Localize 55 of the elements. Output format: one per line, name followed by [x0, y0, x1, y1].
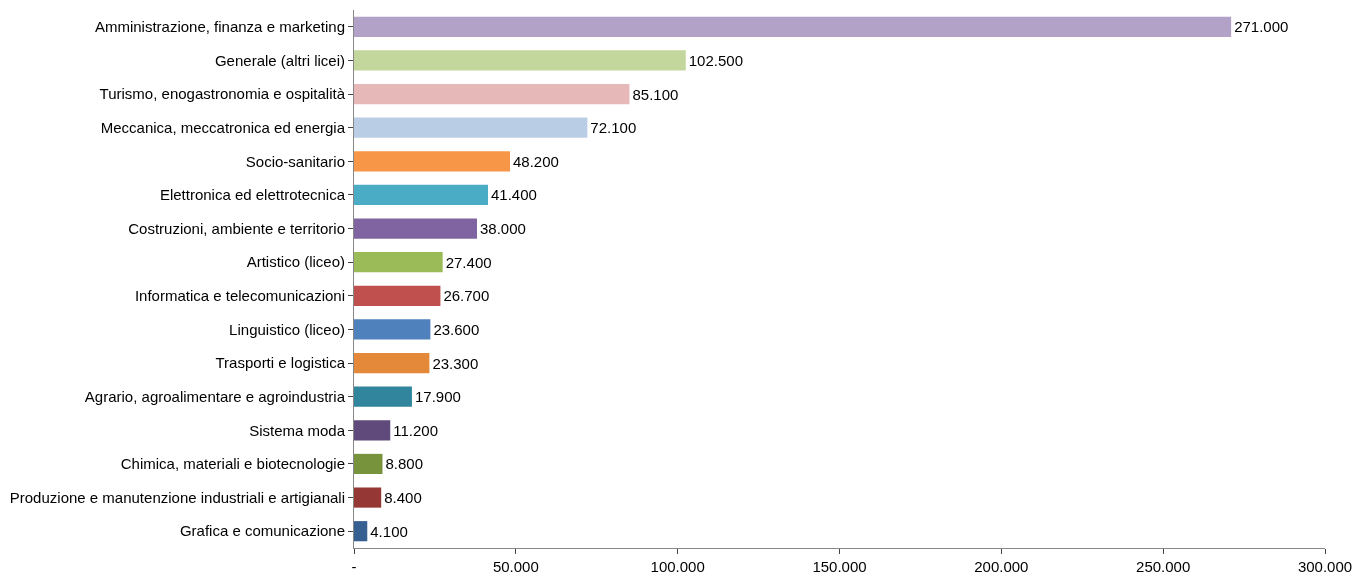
- bar: [354, 453, 383, 475]
- y-tick-label: Chimica, materiali e biotecnologie: [120, 455, 345, 473]
- y-tick-label: Meccanica, meccatronica ed energia: [100, 118, 346, 136]
- x-tick-label: 150.000: [812, 558, 867, 575]
- bar: [354, 16, 1232, 37]
- x-tick-label: 250.000: [1136, 558, 1191, 575]
- data-label: 48.200: [513, 152, 559, 170]
- x-tick-label: 100.000: [650, 558, 705, 575]
- bar: [354, 218, 477, 239]
- bar: [354, 352, 430, 374]
- data-label: 38.000: [479, 220, 526, 238]
- data-label: 23.300: [432, 354, 479, 372]
- bar: [354, 184, 488, 206]
- bar: [354, 151, 511, 172]
- y-tick-label: Elettronica ed elettrotecnica: [159, 186, 346, 204]
- bar: [354, 83, 630, 105]
- bar: [354, 386, 412, 407]
- data-label: 4.100: [370, 522, 408, 540]
- data-label: 17.900: [414, 388, 461, 406]
- bar: [354, 117, 588, 138]
- bar: [354, 252, 443, 273]
- y-tick-label: Grafica e comunicazione: [179, 522, 345, 540]
- bar: [354, 285, 441, 306]
- data-label: 23.600: [433, 320, 480, 338]
- y-tick-label: Agrario, agroalimentare e agroindustria: [84, 387, 346, 405]
- x-tick-label: 200.000: [974, 558, 1029, 575]
- y-tick-label: Socio-sanitario: [245, 152, 345, 170]
- data-label: 8.800: [385, 455, 424, 473]
- y-tick-label: Produzione e manutenzione industriali e artigianali: [9, 488, 345, 506]
- data-label: 41.400: [491, 186, 537, 204]
- data-label: 102.500: [688, 51, 743, 69]
- data-label: 27.400: [445, 253, 492, 271]
- data-label: 271.000: [1234, 18, 1289, 36]
- data-label: 26.700: [443, 287, 490, 305]
- data-label: 85.100: [632, 85, 679, 103]
- bar: [354, 487, 382, 508]
- data-label: 11.200: [393, 421, 439, 439]
- x-tick-label: 50.000: [492, 558, 539, 575]
- y-tick-label: Trasporti e logistica: [215, 354, 346, 372]
- y-tick-label: Turismo, enogastronomia e ospitalità: [99, 85, 346, 103]
- bar: [354, 521, 368, 542]
- y-tick-label: Amministrazione, finanza e marketing: [94, 18, 345, 36]
- bar: [354, 319, 431, 340]
- y-tick-label: Sistema moda: [249, 421, 346, 439]
- x-tick-label: 300.000: [1297, 558, 1353, 575]
- bar: [354, 50, 686, 71]
- y-tick-label: Informatica e telecomunicazioni: [134, 287, 345, 305]
- data-label: 72.100: [590, 119, 637, 137]
- y-tick-label: Generale (altri licei): [214, 51, 345, 69]
- y-tick-label: Costruzioni, ambiente e territorio: [128, 219, 345, 237]
- bar: [354, 420, 391, 441]
- y-tick-label: Artistico (liceo): [246, 253, 345, 271]
- data-label: 8.400: [384, 489, 422, 507]
- y-tick-label: Linguistico (liceo): [229, 320, 345, 338]
- x-tick-label: -: [351, 558, 357, 575]
